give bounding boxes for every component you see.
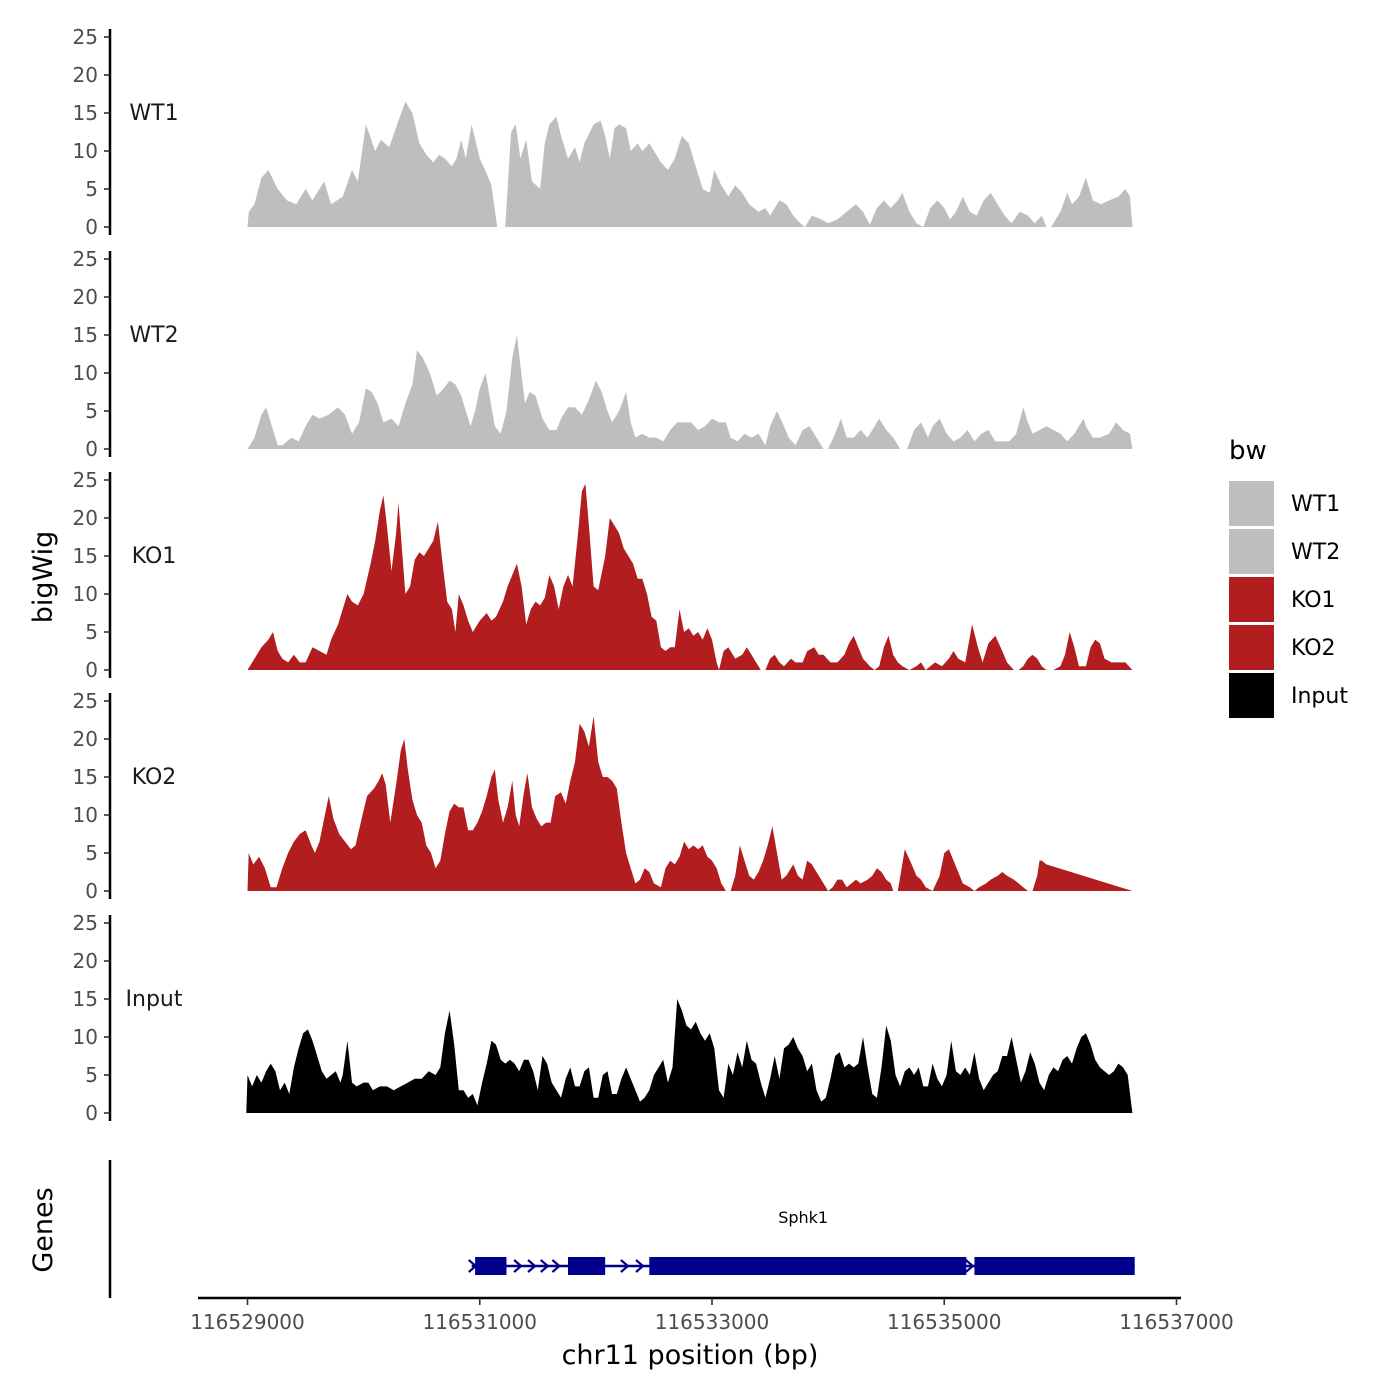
gene-exon [475, 1257, 507, 1275]
strand-arrow [527, 1259, 537, 1273]
legend-title: bw [1229, 436, 1267, 466]
strand-arrow [965, 1259, 975, 1273]
legend-swatch [1229, 673, 1274, 718]
coverage-area-wt1 [247, 101, 1133, 227]
x-tick-label: 116535000 [887, 1310, 1002, 1334]
y-tick-label: 5 [85, 1063, 98, 1087]
gene-exon [568, 1257, 606, 1275]
track-label: WT1 [129, 101, 178, 126]
y-tick-label: 10 [73, 803, 98, 827]
gene-name-label: Sphk1 [778, 1208, 828, 1227]
x-axis: 116529000 116531000 116533000 116535000 1165… [190, 1296, 1234, 1334]
legend-item-ko1: KO1 [1229, 577, 1336, 622]
y-tick-label: 0 [85, 215, 98, 239]
genes-panel: Sphk1 [108, 1160, 1135, 1298]
y-tick-label: 5 [85, 399, 98, 423]
y-axis-title-bigwig: bigWig [28, 531, 59, 624]
y-tick-label: 15 [73, 544, 98, 568]
coverage-area-ko1 [247, 483, 1133, 670]
gene-exon [974, 1257, 1135, 1275]
y-tick-label: 10 [73, 361, 98, 385]
y-tick-label: 25 [73, 468, 98, 492]
x-tick-label: 116529000 [190, 1310, 305, 1334]
y-tick-label: 10 [73, 582, 98, 606]
y-tick-label: 10 [73, 139, 98, 163]
gene-exon [649, 1257, 967, 1275]
legend-swatch [1229, 481, 1274, 526]
strand-arrow [468, 1259, 478, 1273]
track-wt2: 0 5 10 15 20 25 WT2 [73, 247, 1133, 461]
legend-label: Input [1291, 684, 1348, 709]
y-tick-label: 15 [73, 323, 98, 347]
y-tick-label: 0 [85, 879, 98, 903]
track-ko2: 0 5 10 15 20 25 KO2 [73, 689, 1133, 903]
coverage-area-wt2 [247, 335, 1133, 449]
y-tick-label: 25 [73, 911, 98, 935]
y-tick-label: 5 [85, 620, 98, 644]
strand-arrow [551, 1259, 562, 1273]
track-label: KO1 [132, 544, 177, 569]
x-axis-title: chr11 position (bp) [562, 1340, 819, 1371]
legend-swatch [1229, 625, 1274, 670]
y-tick-label: 20 [73, 506, 98, 530]
legend-label: KO1 [1291, 588, 1336, 613]
y-tick-label: 0 [85, 437, 98, 461]
y-tick-label: 15 [73, 987, 98, 1011]
y-tick-label: 5 [85, 177, 98, 201]
legend-item-wt1: WT1 [1229, 481, 1340, 526]
track-label: WT2 [129, 323, 178, 348]
legend-label: WT2 [1291, 540, 1340, 565]
legend-swatch [1229, 577, 1274, 622]
y-tick-label: 15 [73, 765, 98, 789]
y-tick-label: 20 [73, 285, 98, 309]
y-tick-label: 25 [73, 247, 98, 271]
y-tick-label: 0 [85, 658, 98, 682]
strand-arrow [540, 1259, 550, 1273]
y-tick-label: 0 [85, 1101, 98, 1125]
y-tick-label: 20 [73, 727, 98, 751]
strand-arrow [620, 1259, 630, 1273]
track-wt1: 0 5 10 15 20 25 WT1 [73, 25, 1133, 239]
x-tick-label: 116533000 [655, 1310, 770, 1334]
track-input: 0 5 10 15 20 25 Input [73, 911, 1133, 1125]
y-tick-label: 5 [85, 841, 98, 865]
legend-item-ko2: KO2 [1229, 625, 1336, 670]
track-ko1: 0 5 10 15 20 25 KO1 [73, 468, 1133, 682]
legend-label: WT1 [1291, 492, 1340, 517]
bigwig-tracks: 0510152025WT10510152025WT20510152025KO10… [73, 25, 1133, 1125]
legend-label: KO2 [1291, 636, 1336, 661]
x-tick-label: 116537000 [1119, 1310, 1234, 1334]
y-axis-title-genes: Genes [28, 1187, 59, 1272]
legend-item-wt2: WT2 [1229, 529, 1340, 574]
y-tick-label: 25 [73, 25, 98, 49]
track-label: KO2 [132, 765, 177, 790]
y-tick-label: 10 [73, 1025, 98, 1049]
y-tick-label: 15 [73, 101, 98, 125]
y-tick-label: 20 [73, 949, 98, 973]
strand-arrow [635, 1259, 645, 1273]
y-tick-label: 25 [73, 689, 98, 713]
strand-arrow [513, 1259, 523, 1273]
y-tick-label: 20 [73, 63, 98, 87]
legend: bw WT1 WT2 KO1 KO2 Input [1229, 436, 1348, 718]
coverage-area-input [246, 999, 1133, 1113]
x-tick-label: 116531000 [422, 1310, 537, 1334]
coverage-area-ko2 [247, 716, 1133, 891]
legend-item-input: Input [1229, 673, 1348, 718]
legend-swatch [1229, 529, 1274, 574]
track-label: Input [126, 987, 183, 1012]
